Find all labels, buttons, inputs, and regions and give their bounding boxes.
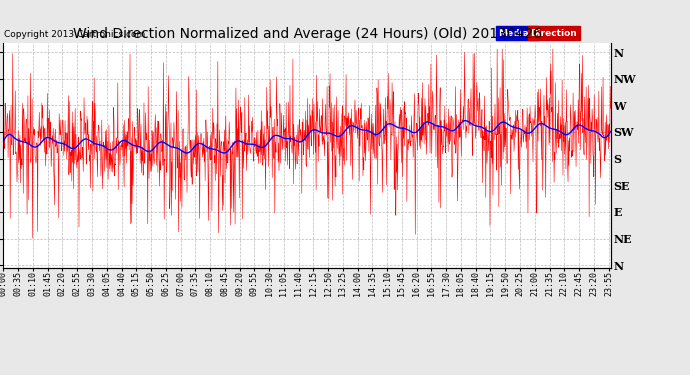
Text: Median: Median (498, 28, 535, 38)
Text: Direction: Direction (531, 28, 578, 38)
Title: Wind Direction Normalized and Average (24 Hours) (Old) 20130426: Wind Direction Normalized and Average (2… (72, 27, 542, 40)
Text: Copyright 2013 Cartronics.com: Copyright 2013 Cartronics.com (4, 30, 146, 39)
